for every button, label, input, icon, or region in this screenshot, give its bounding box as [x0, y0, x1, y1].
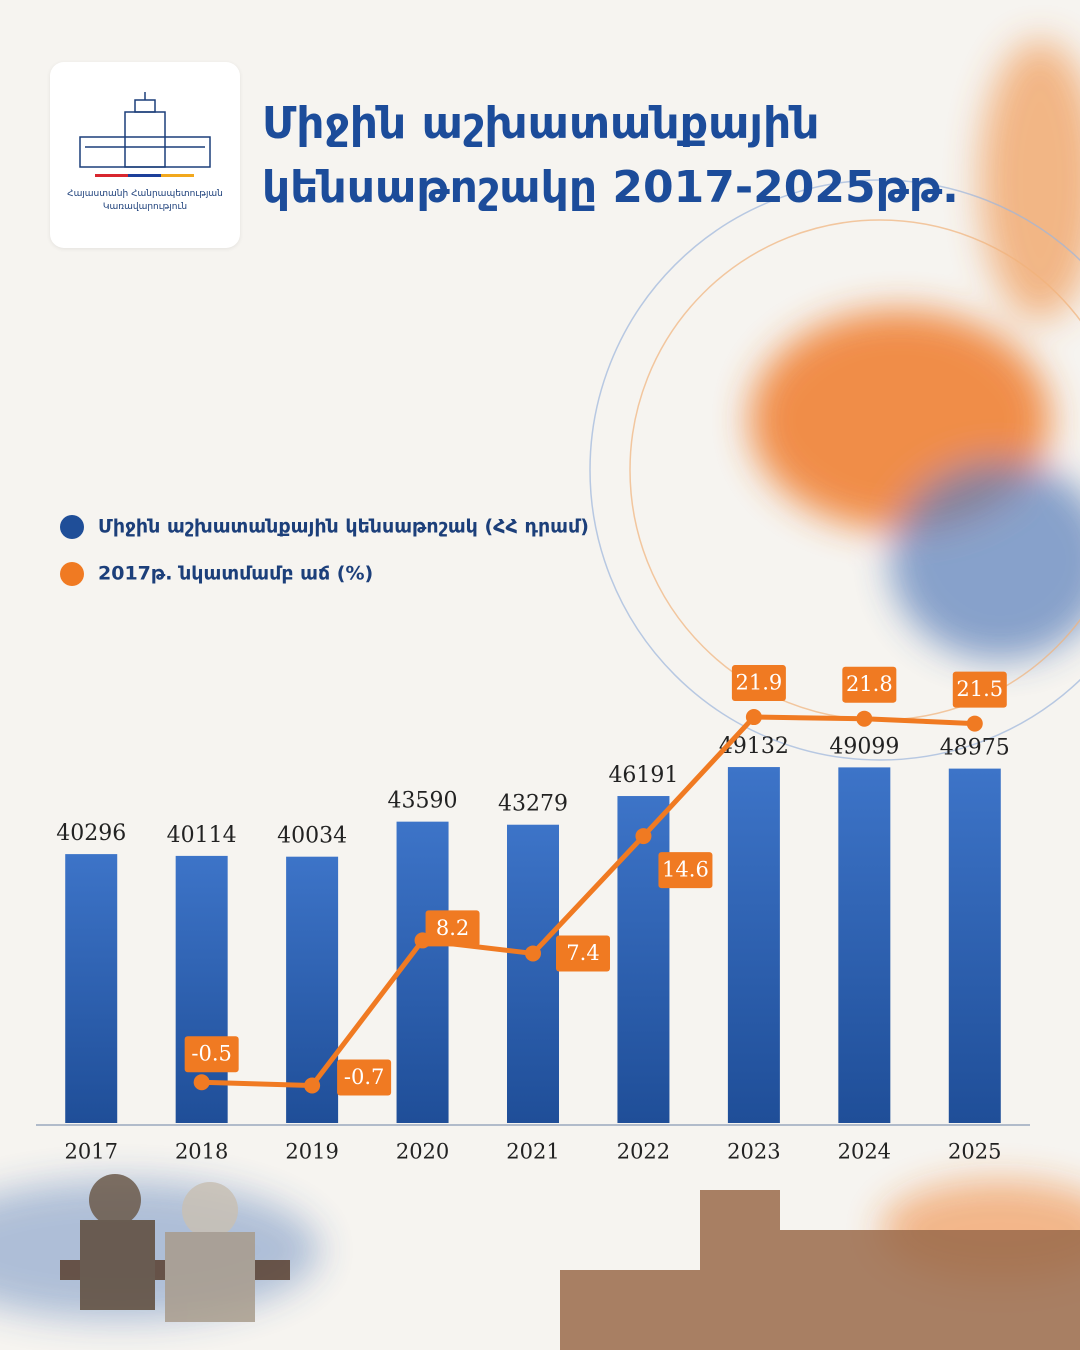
line-value-label: 21.9: [736, 671, 783, 695]
bar-value-label: 49099: [829, 734, 899, 759]
logo: Հայաստանի Հանրապետության Կառավարություն: [50, 62, 240, 248]
bar: [396, 821, 449, 1123]
line-point: [193, 1074, 210, 1091]
line-value-label: 14.6: [662, 858, 709, 882]
line-value-label: 7.4: [566, 941, 599, 965]
line-value-box: [842, 666, 897, 703]
line-value-box: [658, 852, 713, 889]
line-point: [856, 710, 873, 727]
logo-emblem: [79, 92, 211, 177]
x-tick-label: 2020: [396, 1140, 449, 1164]
bar-value-label: 43279: [498, 792, 568, 817]
line-value-label: -0.5: [191, 1042, 232, 1066]
line-point: [525, 945, 541, 962]
line-value-box: [337, 1059, 392, 1096]
x-tick-label: 2018: [175, 1140, 228, 1164]
x-tick-label: 2025: [948, 1140, 1001, 1164]
bar-value-label: 43590: [388, 789, 458, 814]
bar: [948, 768, 1001, 1123]
line-value-box: [425, 910, 480, 947]
line-value-label: 21.5: [956, 677, 1003, 701]
line-value-box: [952, 671, 1007, 708]
x-tick-label: 2024: [838, 1140, 891, 1164]
bar: [838, 767, 891, 1123]
line-point: [304, 1077, 321, 1094]
line-point: [635, 828, 652, 845]
bar-value-label: 40034: [277, 824, 347, 849]
bar-value-label: 48975: [940, 736, 1010, 761]
line-value-box: [731, 665, 786, 702]
line: [201, 714, 975, 1088]
line-value-box: [556, 935, 610, 972]
bar-value-label: 40114: [167, 823, 237, 848]
bar: [727, 767, 780, 1123]
logo-text: Հայաստանի Հանրապետության Կառավարություն: [67, 189, 223, 212]
legend-marker: [60, 562, 84, 586]
line-value-box: [184, 1036, 239, 1073]
line-value-label: 8.2: [436, 916, 469, 940]
building: [60, 1174, 1080, 1350]
line-value-label: -0.7: [344, 1065, 385, 1089]
bar-value-label: 46191: [608, 763, 678, 788]
x-tick-label: 2023: [727, 1140, 780, 1164]
legend-marker: [60, 515, 84, 539]
x-tick-label: 2019: [285, 1140, 338, 1164]
bar: [507, 824, 559, 1123]
legend-label: 2017թ. նկատմամբ աճ (%): [98, 563, 373, 585]
bar: [65, 854, 118, 1123]
line-value-label: 21.8: [846, 672, 893, 696]
x-tick-label: 2022: [617, 1140, 670, 1164]
decoration-ring: [589, 179, 1080, 761]
x-tick-label: 2017: [64, 1140, 117, 1164]
bar-value-label: 40296: [56, 821, 126, 846]
bar-value-label: 49132: [719, 734, 789, 759]
legend-label: Միջին աշխատանքային կենսաթոշակ (ՀՀ դրամ): [98, 516, 589, 538]
chart-title: Միջին աշխատանքային կենսաթոշակը 2017-2025…: [262, 98, 959, 213]
x-tick-label: 2021: [506, 1140, 559, 1164]
line-point: [966, 715, 983, 732]
bar: [617, 796, 670, 1123]
line-point: [745, 709, 762, 726]
